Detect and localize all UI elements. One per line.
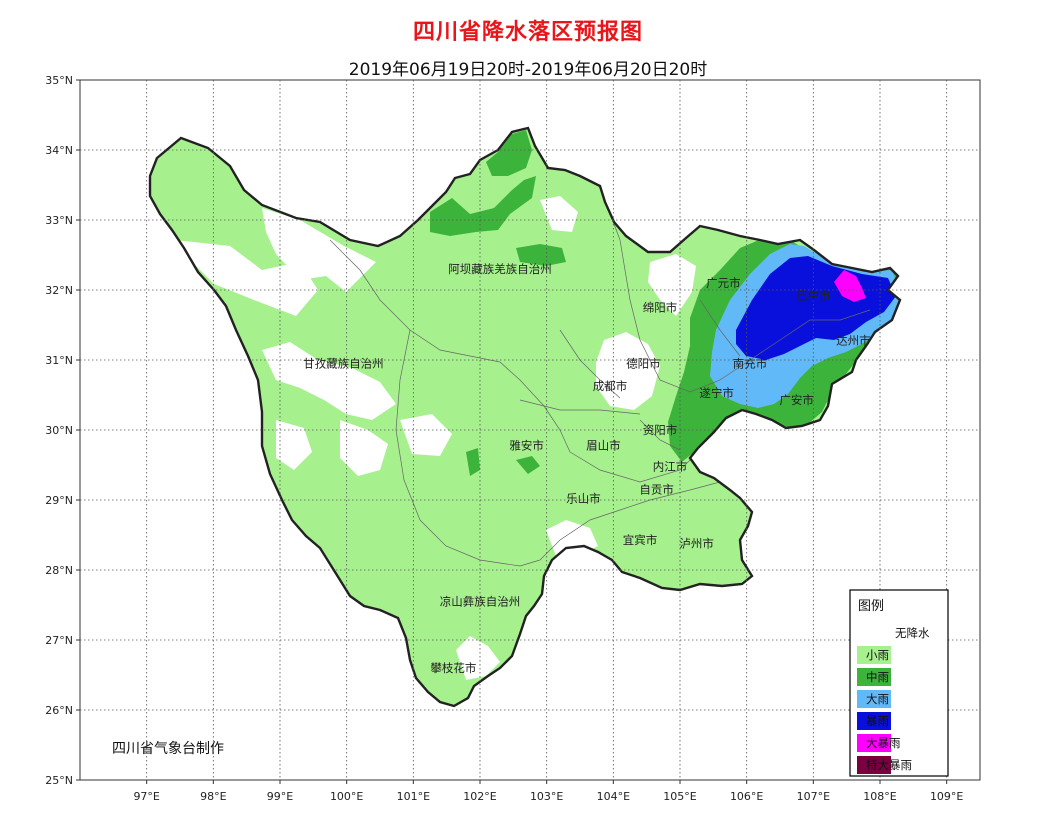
lon-tick-label: 107°E <box>797 790 830 803</box>
place-label: 乐山市 <box>566 492 601 506</box>
lon-tick-label: 97°E <box>133 790 159 803</box>
lon-tick-label: 104°E <box>597 790 630 803</box>
lat-tick-label: 25°N <box>45 774 73 787</box>
legend-swatch <box>857 690 891 708</box>
no-rain-area <box>648 254 696 316</box>
place-label: 凉山彝族自治州 <box>440 595 521 609</box>
place-label: 绵阳市 <box>643 301 678 315</box>
place-label: 攀枝花市 <box>430 661 476 675</box>
region-border <box>699 299 741 357</box>
lon-tick-label: 106°E <box>730 790 763 803</box>
no-rain-area <box>340 420 388 476</box>
place-label: 南充市 <box>733 357 768 371</box>
lat-tick-label: 34°N <box>45 144 73 157</box>
lon-tick-label: 103°E <box>530 790 563 803</box>
heavy-rainstorm-area <box>834 270 866 302</box>
lat-tick-label: 26°N <box>45 704 73 717</box>
legend-title: 图例 <box>858 599 884 614</box>
region-border <box>569 449 701 483</box>
legend-swatch <box>857 756 891 774</box>
place-label: 甘孜藏族自治州 <box>303 357 384 371</box>
place-label: 成都市 <box>593 379 628 393</box>
producer-credit: 四川省气象台制作 <box>112 741 224 757</box>
legend-label: 大暴雨 <box>866 736 901 750</box>
place-label: 资阳市 <box>643 423 678 437</box>
place-label: 达州市 <box>836 333 871 347</box>
no-rain-area <box>175 240 318 316</box>
place-label: 广安市 <box>779 393 814 407</box>
legend-swatch <box>857 646 891 664</box>
province-border <box>148 126 902 708</box>
region-border <box>519 399 641 415</box>
lat-tick-label: 35°N <box>45 74 73 87</box>
no-rain-area <box>456 636 500 680</box>
legend-swatch <box>857 668 891 686</box>
lat-tick-label: 30°N <box>45 424 73 437</box>
lon-tick-label: 101°E <box>397 790 430 803</box>
lon-tick-label: 99°E <box>267 790 293 803</box>
moderate-rain-area <box>516 244 566 266</box>
no-rain-area <box>262 342 396 420</box>
no-rain-area <box>262 208 376 292</box>
place-label: 巴中市 <box>796 289 831 303</box>
legend-label: 无降水 <box>895 626 930 640</box>
place-label: 雅安市 <box>509 438 544 452</box>
lat-tick-label: 31°N <box>45 354 73 367</box>
place-label: 广元市 <box>706 276 741 290</box>
lat-tick-label: 28°N <box>45 564 73 577</box>
place-label: 阿坝藏族羌族自治州 <box>448 262 552 276</box>
map-subtitle: 2019年06月19日20时-2019年06月20日20时 <box>348 60 708 80</box>
moderate-rain-area <box>516 456 540 474</box>
map-title: 四川省降水落区预报图 <box>412 20 643 45</box>
legend-swatch <box>857 734 891 752</box>
lat-tick-label: 33°N <box>45 214 73 227</box>
place-label: 德阳市 <box>626 357 661 371</box>
place-label: 内江市 <box>653 459 688 473</box>
place-label: 自贡市 <box>639 483 674 497</box>
lon-tick-label: 105°E <box>663 790 696 803</box>
lat-tick-label: 27°N <box>45 634 73 647</box>
lon-tick-label: 98°E <box>200 790 226 803</box>
lat-tick-label: 32°N <box>45 284 73 297</box>
lon-tick-label: 108°E <box>863 790 896 803</box>
region-borders <box>329 185 871 567</box>
no-rain-area <box>540 196 578 232</box>
moderate-rain-area <box>430 176 536 236</box>
place-label: 泸州市 <box>679 536 714 550</box>
lon-tick-label: 109°E <box>930 790 963 803</box>
legend-swatch <box>857 712 891 730</box>
no-rain-area <box>276 420 312 470</box>
region-border <box>395 329 541 567</box>
legend-label: 特大暴雨 <box>866 758 912 772</box>
moderate-rain-area <box>466 448 480 476</box>
lat-tick-label: 29°N <box>45 494 73 507</box>
place-label: 宜宾市 <box>623 533 658 547</box>
place-label: 遂宁市 <box>699 386 734 400</box>
legend-label: 暴雨 <box>866 714 889 728</box>
legend-label: 大雨 <box>866 692 889 706</box>
region-border <box>559 329 621 399</box>
place-label: 眉山市 <box>586 438 621 452</box>
region-border <box>539 481 721 561</box>
lon-tick-label: 102°E <box>463 790 496 803</box>
legend-label: 中雨 <box>866 670 889 684</box>
moderate-rain-area <box>486 130 532 176</box>
region-border <box>659 309 871 393</box>
lon-tick-label: 100°E <box>330 790 363 803</box>
legend-label: 小雨 <box>866 648 889 662</box>
region-border <box>639 419 681 451</box>
